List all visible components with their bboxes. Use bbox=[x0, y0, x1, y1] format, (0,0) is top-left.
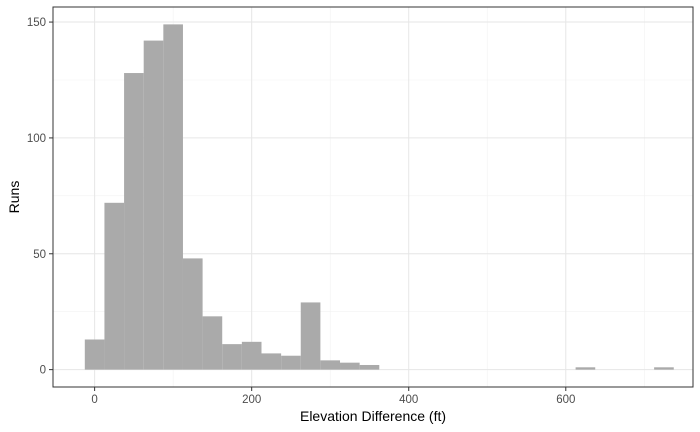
y-tick-label: 100 bbox=[27, 133, 46, 145]
histogram-bar bbox=[124, 73, 144, 370]
histogram-bar bbox=[222, 344, 242, 370]
histogram-bar bbox=[261, 353, 282, 370]
y-tick-label: 150 bbox=[27, 17, 46, 29]
x-tick-label: 0 bbox=[91, 394, 97, 406]
histogram-bar bbox=[84, 339, 105, 370]
y-tick-label: 50 bbox=[33, 249, 46, 261]
y-axis-title: Runs bbox=[6, 181, 22, 214]
histogram-bar bbox=[241, 341, 262, 370]
panel-border bbox=[52, 6, 694, 388]
y-tick-label: 0 bbox=[40, 365, 46, 377]
x-tick-label: 600 bbox=[556, 394, 575, 406]
x-axis-title: Elevation Difference (ft) bbox=[300, 408, 446, 424]
histogram-bar bbox=[182, 258, 203, 370]
histogram-bar bbox=[300, 302, 321, 370]
histogram-bar bbox=[143, 40, 164, 370]
histogram-bar bbox=[654, 367, 674, 370]
histogram-bar bbox=[104, 202, 125, 370]
histogram-bar bbox=[202, 316, 223, 370]
x-tick-label: 200 bbox=[242, 394, 261, 406]
histogram-bar bbox=[163, 24, 183, 370]
x-tick-label: 400 bbox=[399, 394, 418, 406]
x-axis: 0 200 400 600 bbox=[91, 387, 575, 406]
histogram-bar bbox=[340, 362, 360, 370]
histogram-bar bbox=[359, 364, 380, 370]
y-axis: 0 50 100 150 bbox=[27, 17, 53, 377]
histogram-bar bbox=[575, 367, 596, 370]
histogram-bar bbox=[320, 360, 341, 370]
histogram-bar bbox=[281, 355, 301, 370]
histogram-bars bbox=[84, 24, 674, 370]
